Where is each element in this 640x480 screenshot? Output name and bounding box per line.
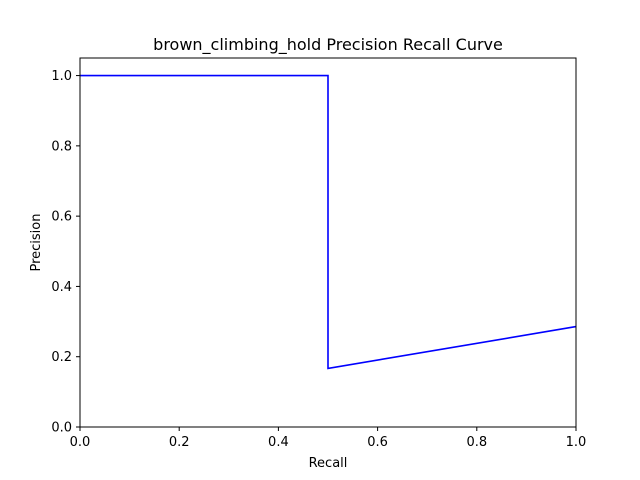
y-tick-label: 0.2	[51, 350, 72, 365]
x-tick-label: 1.0	[566, 435, 587, 450]
axes-frame	[79, 57, 577, 428]
y-tick-label: 0.6	[51, 210, 72, 225]
y-tick-label: 0.4	[51, 280, 72, 295]
x-tick-label: 0.6	[367, 435, 388, 450]
y-tick-label: 0.0	[51, 421, 72, 436]
x-tick-label: 0.4	[268, 435, 289, 450]
series-line-0	[80, 74, 577, 370]
y-axis-label: Precision	[29, 213, 44, 271]
plot-area: 0.0 0.2 0.4 0.6 0.8 1.0 0.0 0.2 0.4 0.6 0.8 1.0	[51, 57, 587, 450]
chart-title: brown_climbing_hold Precision Recall Cur…	[153, 35, 503, 55]
x-tick-label: 0.0	[70, 435, 91, 450]
y-tick-label: 0.8	[51, 139, 72, 154]
x-axis-label: Recall	[309, 456, 348, 471]
x-tick-label: 0.2	[169, 435, 190, 450]
x-tick-label: 0.8	[466, 435, 487, 450]
y-tick-label: 1.0	[51, 69, 72, 84]
